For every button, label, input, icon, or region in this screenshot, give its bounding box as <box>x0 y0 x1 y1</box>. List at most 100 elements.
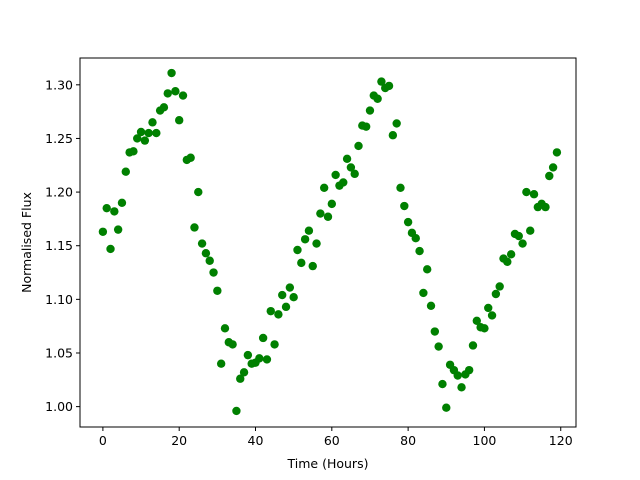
data-point <box>552 148 562 157</box>
data-point <box>152 128 161 138</box>
data-point <box>171 87 180 96</box>
data-point <box>278 290 287 300</box>
y-tick-label: 1.25 <box>45 131 73 146</box>
plot-frame <box>79 57 577 428</box>
x-tick-label: 20 <box>171 433 187 448</box>
data-point <box>308 261 317 271</box>
data-point <box>464 365 474 375</box>
data-point <box>236 374 245 383</box>
data-point <box>232 406 241 416</box>
data-point <box>113 225 123 234</box>
data-point <box>205 256 214 265</box>
data-point <box>495 282 504 291</box>
data-point <box>175 116 184 125</box>
data-point <box>331 170 340 180</box>
y-axis-ticks: 1.00 1.05 1.10 1.15 1.20 1.25 1.30 <box>45 77 80 414</box>
y-tick-label: 1.30 <box>45 77 73 92</box>
data-point <box>514 231 523 241</box>
data-point <box>190 223 199 232</box>
data-point <box>220 324 230 333</box>
data-point <box>442 403 451 412</box>
plot-area <box>80 58 576 427</box>
data-point <box>438 379 447 389</box>
data-point <box>144 128 153 138</box>
y-tick-label: 1.05 <box>45 345 73 360</box>
data-point <box>419 288 428 298</box>
data-point <box>319 183 329 192</box>
x-axis-label: Time (Hours) <box>287 456 369 471</box>
data-point <box>312 239 321 248</box>
x-tick-label: 0 <box>99 433 107 448</box>
data-point <box>243 350 253 360</box>
data-point <box>377 77 386 86</box>
data-point <box>423 265 432 274</box>
y-tick-label: 1.10 <box>45 292 73 307</box>
data-point <box>197 239 207 248</box>
data-point <box>373 94 382 103</box>
data-point <box>430 327 440 336</box>
data-point <box>266 306 275 316</box>
data-point <box>506 250 516 259</box>
data-point <box>285 283 295 292</box>
x-tick-label: 80 <box>400 433 416 448</box>
data-point <box>102 203 111 213</box>
data-point <box>178 91 188 100</box>
data-point <box>209 268 218 277</box>
data-point <box>472 316 481 326</box>
data-point <box>361 122 371 131</box>
data-point <box>289 293 298 302</box>
x-axis-ticks: 0 20 40 60 80 100 120 <box>99 427 573 448</box>
data-point <box>529 190 539 199</box>
data-point <box>411 234 420 243</box>
data-point <box>526 226 535 235</box>
data-point <box>186 153 195 162</box>
data-point <box>117 198 127 208</box>
data-point <box>270 340 279 349</box>
data-point <box>484 303 493 313</box>
data-point <box>133 134 142 143</box>
data-point <box>468 341 478 350</box>
data-point <box>365 106 375 115</box>
data-point <box>293 245 302 255</box>
data-point <box>110 207 119 216</box>
y-axis-label: Normalised Flux <box>19 192 34 293</box>
data-point <box>491 289 501 299</box>
data-point <box>480 324 489 333</box>
data-point <box>213 286 222 295</box>
y-tick-label: 1.00 <box>45 399 73 414</box>
data-point <box>136 127 146 137</box>
data-point <box>548 163 558 172</box>
data-point <box>522 187 531 197</box>
data-point <box>300 235 310 244</box>
data-point <box>487 311 497 320</box>
data-point <box>201 249 211 258</box>
data-points <box>98 68 562 416</box>
data-point <box>426 301 436 310</box>
data-point <box>98 227 108 236</box>
x-tick-label: 120 <box>549 433 573 448</box>
data-point <box>148 118 157 127</box>
data-point <box>159 103 169 112</box>
data-point <box>434 342 443 351</box>
data-point <box>194 187 203 197</box>
data-point <box>392 119 401 128</box>
data-point <box>518 239 527 248</box>
data-point <box>274 310 283 319</box>
data-point <box>216 359 226 368</box>
data-point <box>354 141 363 151</box>
x-tick-label: 100 <box>473 433 497 448</box>
data-point <box>262 355 272 364</box>
data-point <box>388 131 398 140</box>
x-tick-label: 40 <box>248 433 264 448</box>
data-point <box>163 89 172 98</box>
y-tick-label: 1.20 <box>45 185 73 200</box>
data-point <box>297 258 306 268</box>
data-point <box>258 333 268 343</box>
data-point <box>503 257 512 267</box>
data-point <box>384 81 394 91</box>
data-point <box>346 163 356 172</box>
data-point <box>403 217 413 227</box>
data-point <box>304 226 314 235</box>
data-point <box>228 340 237 349</box>
